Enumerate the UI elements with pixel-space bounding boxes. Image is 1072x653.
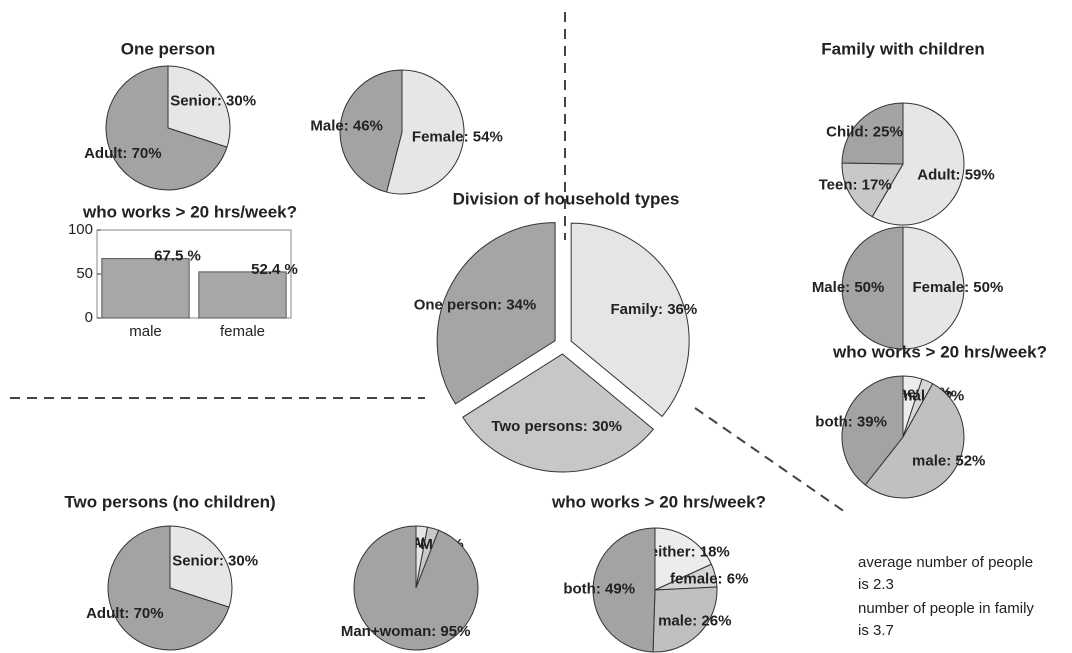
- slice-label: neither: 18%: [641, 543, 730, 560]
- slice-label: Two persons: 30%: [491, 418, 622, 435]
- slice-label: Male: 46%: [310, 117, 383, 134]
- slice-label: Child: 25%: [826, 124, 903, 141]
- pie-slice: [871, 102, 965, 226]
- x-tick-label: female: [220, 323, 265, 340]
- slice-label: male: 52%: [912, 452, 985, 469]
- pie-slice: [353, 525, 479, 651]
- chart-title: who works > 20 hrs/week?: [832, 342, 1047, 361]
- value-label: 52.4 %: [251, 261, 298, 278]
- slice-label: Female: 50%: [912, 279, 1003, 296]
- pie-slice: [841, 102, 904, 165]
- pie-slice: [462, 353, 655, 473]
- slice-label: Senior: 30%: [172, 553, 258, 570]
- pie-slice: [841, 375, 904, 486]
- chart-title: Two persons (no children): [64, 492, 275, 511]
- y-tick-label: 0: [85, 309, 93, 326]
- slice-label: One person: 34%: [414, 296, 537, 313]
- pie-slice: [592, 527, 656, 653]
- slice-label: female: 6%: [670, 570, 748, 587]
- note: is 3.7: [858, 622, 894, 639]
- slice-label: Male: 50%: [812, 279, 885, 296]
- note: average number of people: [858, 554, 1033, 571]
- chart-title: Family with children: [821, 39, 984, 58]
- y-tick-label: 50: [76, 265, 93, 282]
- slice-label: Teen: 17%: [819, 177, 892, 194]
- x-tick-label: male: [129, 323, 162, 340]
- value-label: 67.5 %: [154, 248, 201, 265]
- pie-slice: [841, 226, 904, 350]
- pie-slice: [570, 222, 690, 418]
- pie-slice: [436, 222, 556, 405]
- slice-label: Adult: 59%: [917, 166, 995, 183]
- pie-slice: [169, 525, 233, 608]
- slice-label: Man+woman: 95%: [341, 623, 471, 640]
- pie-slice: [385, 69, 465, 195]
- slice-label: Family: 36%: [611, 301, 698, 318]
- note: is 2.3: [858, 576, 894, 593]
- pie-slice: [654, 527, 713, 591]
- slice-label: both: 39%: [815, 414, 887, 431]
- slice-label: both: 49%: [563, 580, 635, 597]
- pie-slice: [652, 586, 718, 653]
- y-tick-label: 100: [68, 221, 93, 238]
- bar: [198, 271, 287, 319]
- note: number of people in family: [858, 600, 1034, 617]
- chart-title: who works > 20 hrs/week?: [82, 202, 297, 221]
- slice-label: male: 26%: [658, 612, 731, 629]
- chart-title: One person: [121, 39, 215, 58]
- bar: [101, 258, 190, 319]
- pie-slice: [105, 65, 228, 191]
- slice-label: Adult: 70%: [86, 605, 164, 622]
- divider: [694, 407, 846, 513]
- pie-slice: [167, 65, 231, 148]
- pie-slice: [864, 383, 965, 499]
- slice-label: Adult: 70%: [84, 145, 162, 162]
- chart-title: who works > 20 hrs/week?: [551, 492, 766, 511]
- pie-slice: [107, 525, 230, 651]
- slice-label: Female: 54%: [412, 129, 503, 146]
- slice-label: Senior: 30%: [170, 93, 256, 110]
- pie-slice: [339, 69, 403, 193]
- chart-title: Division of household types: [453, 189, 680, 208]
- pie-slice: [841, 162, 904, 218]
- pie-slice: [902, 226, 965, 350]
